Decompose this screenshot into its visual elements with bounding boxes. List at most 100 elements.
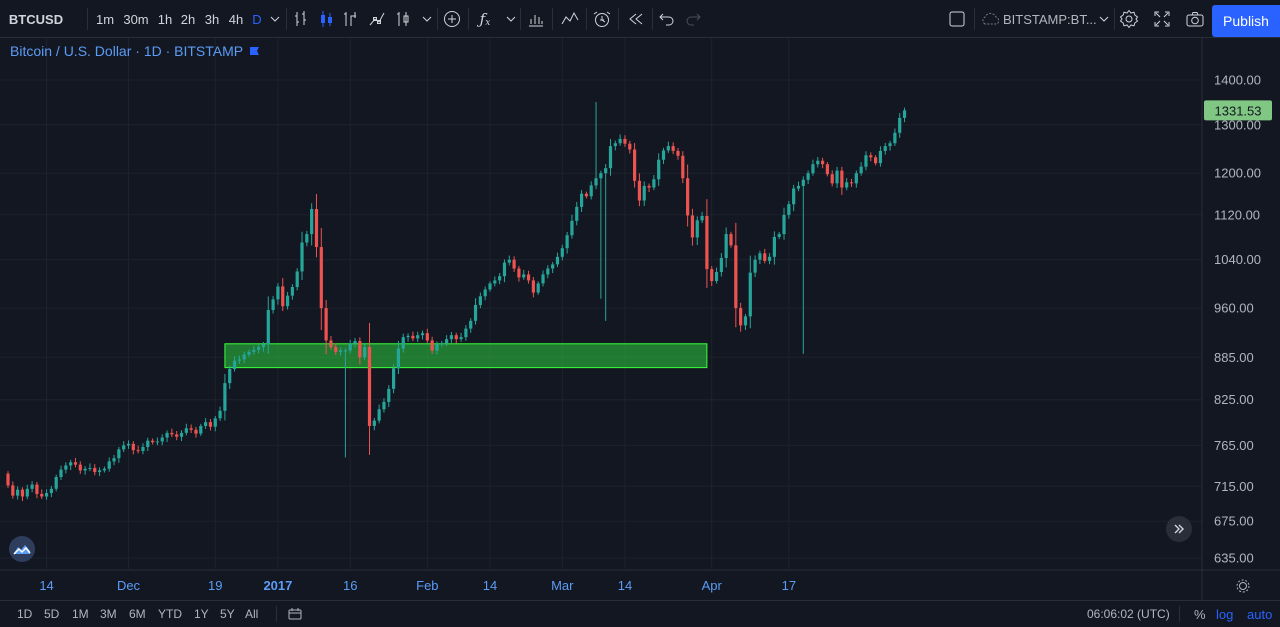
interval-2h[interactable]: 2h	[180, 11, 196, 27]
candle-body	[170, 432, 174, 435]
candle-body	[223, 383, 227, 411]
range-all[interactable]: All	[245, 607, 259, 621]
candle-body	[594, 178, 598, 186]
candle-body	[792, 188, 796, 205]
candle-body	[20, 489, 25, 497]
candle-body	[522, 274, 526, 278]
range-ytd[interactable]: YTD	[158, 607, 182, 621]
fullscreen-icon[interactable]	[1150, 0, 1174, 38]
candle-body	[767, 256, 772, 261]
settings-icon[interactable]	[1117, 0, 1141, 38]
undo-icon[interactable]	[656, 0, 678, 38]
candle-body	[295, 271, 299, 288]
range-3m[interactable]: 3M	[100, 607, 117, 621]
candle-body	[878, 150, 883, 164]
candle-body	[93, 467, 97, 473]
interval-3h[interactable]: 3h	[204, 11, 220, 27]
line-type-icon[interactable]	[366, 0, 388, 38]
candle-body	[213, 418, 217, 427]
candle-body	[454, 335, 458, 340]
range-5d[interactable]: 5D	[44, 607, 60, 621]
layout-name[interactable]: BITSTAMP:BT...	[1003, 11, 1097, 27]
flag-icon[interactable]	[249, 46, 260, 56]
chart-style-dropdown-icon[interactable]	[420, 0, 434, 38]
layout-icon[interactable]	[944, 0, 970, 38]
compare-icon[interactable]	[392, 0, 414, 38]
candle-body	[136, 450, 140, 452]
price-chart[interactable]: 1400.00 1300.00 1200.00 1120.00 1040.00 960.0…	[0, 38, 1280, 600]
date-range-icon[interactable]	[288, 601, 302, 627]
symbol-search[interactable]: BTCUSD	[8, 11, 64, 27]
candle-body	[97, 470, 102, 473]
financials-icon[interactable]	[524, 0, 548, 38]
candle-body	[782, 214, 786, 235]
candle-body	[498, 276, 502, 281]
candle-body	[599, 173, 603, 179]
interval-d[interactable]: D	[252, 11, 262, 27]
add-icon[interactable]	[440, 0, 464, 38]
candle-body	[849, 182, 854, 184]
candle-body	[657, 159, 661, 180]
price-tick-label: 1040.00	[1214, 252, 1261, 267]
interval-dropdown-icon[interactable]	[268, 0, 282, 38]
auto-toggle[interactable]: auto	[1247, 606, 1273, 622]
utc-clock[interactable]: 06:06:02 (UTC)	[1087, 607, 1170, 621]
candle-body	[845, 182, 849, 188]
candle-body	[107, 461, 111, 469]
candle-body	[777, 234, 781, 237]
redo-icon[interactable]	[682, 0, 704, 38]
candle-body	[155, 441, 160, 443]
candle-body	[401, 337, 405, 349]
bar-style-icon[interactable]	[290, 0, 312, 38]
candle-body	[151, 440, 155, 443]
candles-icon[interactable]	[315, 0, 337, 38]
candle-body	[859, 166, 863, 174]
interval-30m[interactable]: 30m	[123, 11, 149, 27]
candle-body	[406, 335, 410, 338]
candle-body	[796, 185, 801, 189]
log-toggle[interactable]: log	[1216, 606, 1234, 622]
interval-1h[interactable]: 1h	[157, 11, 173, 27]
strategy-icon[interactable]	[558, 0, 582, 38]
replay-icon[interactable]	[624, 0, 648, 38]
candle-body	[281, 286, 285, 307]
last-price-label: 1331.53	[1215, 103, 1262, 118]
candle-body	[430, 340, 434, 351]
tradingview-logo-icon[interactable]	[9, 536, 35, 562]
interval-4h[interactable]: 4h	[228, 11, 244, 27]
indicator-icon[interactable]	[340, 0, 362, 38]
range-6m[interactable]: 6M	[129, 607, 146, 621]
candle-body	[483, 289, 487, 297]
percent-toggle[interactable]: %	[1194, 606, 1206, 622]
candle-body	[676, 150, 680, 156]
candle-body	[16, 489, 20, 496]
candle-body	[208, 422, 213, 427]
camera-icon[interactable]	[1182, 0, 1208, 38]
candle-body	[575, 206, 579, 221]
candle-body	[473, 304, 478, 321]
candle-body	[551, 264, 555, 269]
time-tick-label: 17	[782, 578, 796, 593]
range-5y[interactable]: 5Y	[220, 607, 235, 621]
range-1m[interactable]: 1M	[72, 607, 89, 621]
candle-body	[11, 485, 15, 496]
candle-body	[647, 185, 651, 188]
cloud-icon[interactable]	[980, 0, 1002, 38]
layout-dropdown-icon[interactable]	[1097, 0, 1111, 38]
candle-body	[367, 347, 372, 426]
interval-1m[interactable]: 1m	[95, 11, 115, 27]
indicators-dropdown-icon[interactable]	[504, 0, 518, 38]
scroll-to-realtime-button[interactable]	[1166, 516, 1192, 542]
publish-button[interactable]: Publish	[1212, 5, 1280, 37]
candle-body	[652, 179, 656, 188]
range-1y[interactable]: 1Y	[194, 607, 209, 621]
range-1d[interactable]: 1D	[17, 607, 33, 621]
alert-icon[interactable]	[590, 0, 614, 38]
candle-body	[6, 473, 10, 486]
candle-body	[425, 333, 429, 341]
divider	[276, 606, 277, 622]
candle-body	[478, 296, 482, 305]
time-tick-label: Feb	[416, 578, 438, 593]
candle-body	[787, 204, 791, 215]
